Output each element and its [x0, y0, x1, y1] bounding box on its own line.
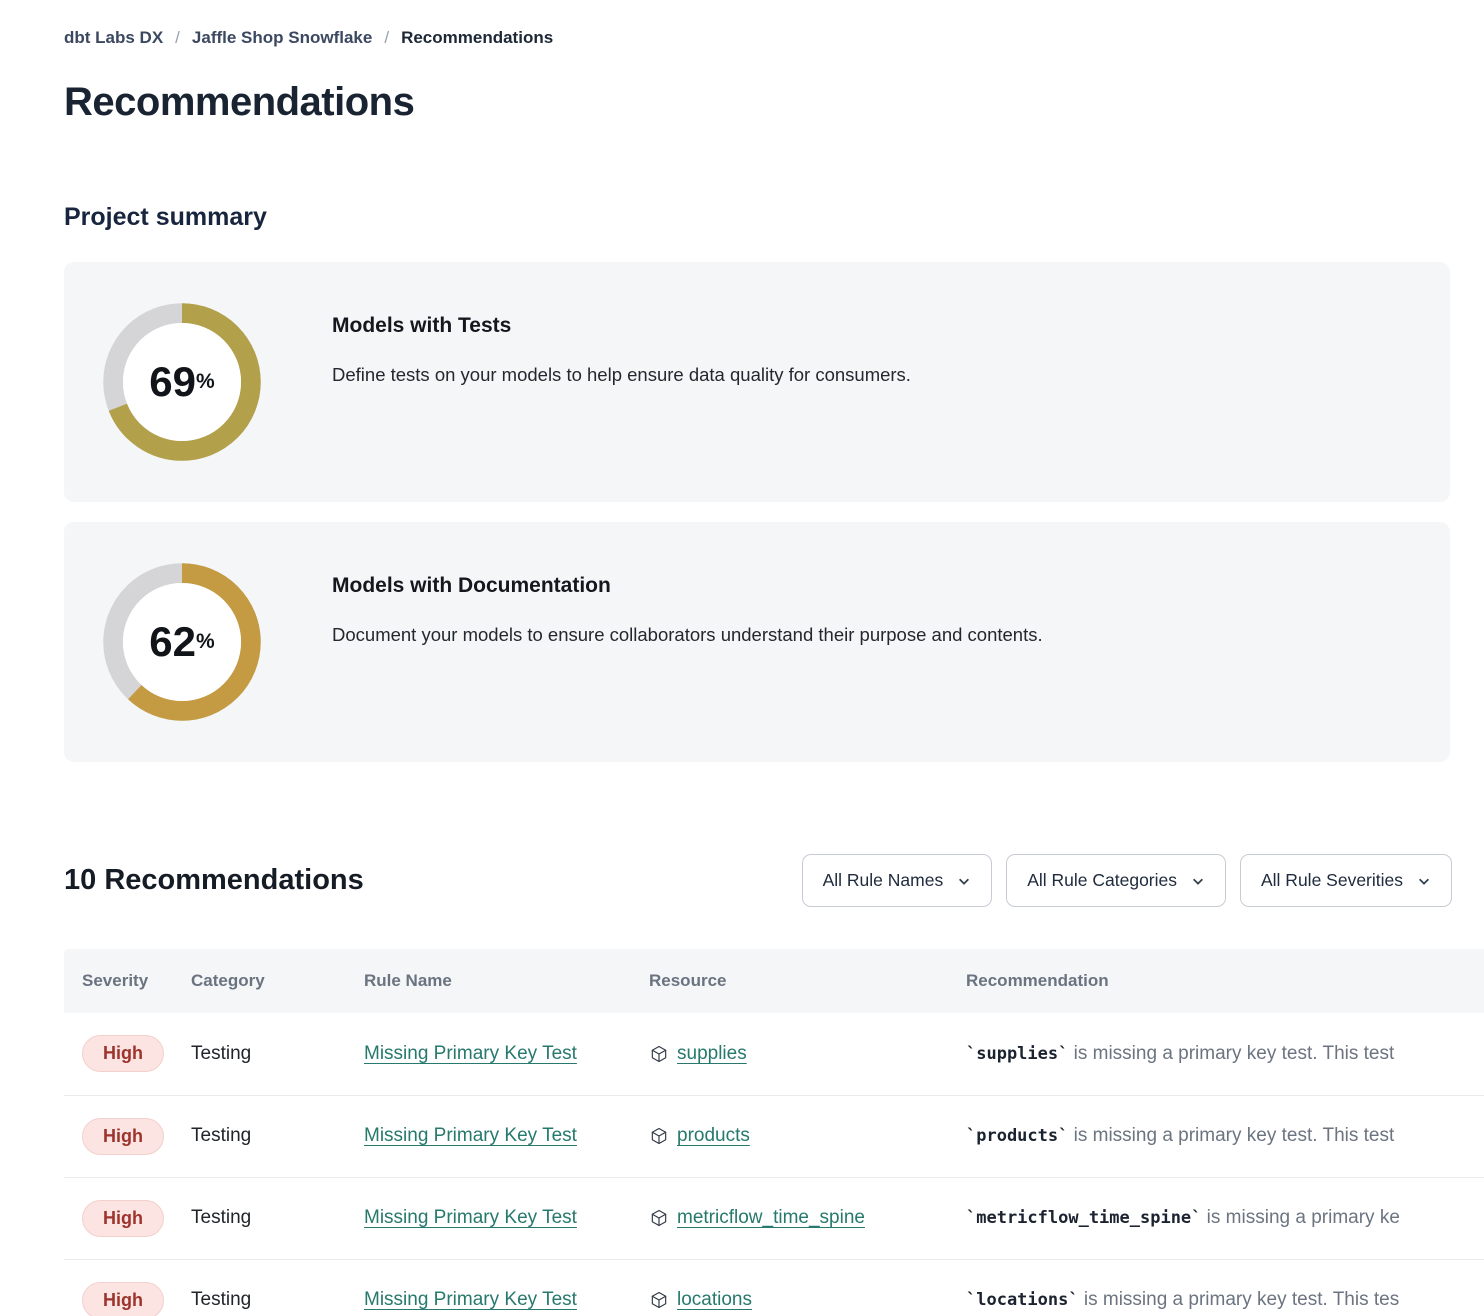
- donut-percent-sign: %: [196, 630, 215, 653]
- card-title: Models with Documentation: [332, 574, 611, 597]
- project-summary-heading: Project summary: [64, 203, 267, 231]
- resource-link[interactable]: metricflow_time_spine: [677, 1207, 865, 1228]
- table-header-row: Severity Category Rule Name Resource Rec…: [64, 949, 1484, 1013]
- column-header-category: Category: [191, 949, 364, 1013]
- donut-hole: [122, 322, 242, 442]
- rule-name-link[interactable]: Missing Primary Key Test: [364, 1125, 577, 1146]
- column-header-rule-name: Rule Name: [364, 949, 649, 1013]
- table-row: High Testing Missing Primary Key Test lo…: [64, 1259, 1484, 1316]
- chevron-down-icon: [1419, 878, 1429, 885]
- recommendation-code: `supplies`: [966, 1043, 1069, 1064]
- severity-badge: High: [82, 1199, 164, 1237]
- filter-rule-names-dropdown[interactable]: All Rule Names: [801, 854, 993, 907]
- filter-label: All Rule Severities: [1261, 870, 1403, 890]
- resource-link[interactable]: supplies: [677, 1042, 747, 1064]
- filter-rule-severities-dropdown[interactable]: All Rule Severities: [1240, 854, 1452, 907]
- donut-percent-value: 69: [149, 358, 197, 405]
- donut-hole: [122, 582, 242, 702]
- donut-chart-documentation: 62 %: [100, 560, 264, 724]
- card-title: Models with Tests: [332, 314, 512, 337]
- resource-link[interactable]: locations: [677, 1289, 752, 1311]
- filter-label: All Rule Categories: [1027, 870, 1177, 890]
- severity-badge: High: [82, 1117, 164, 1155]
- breadcrumb-item-project[interactable]: Jaffle Shop Snowflake: [191, 28, 373, 47]
- chevron-down-icon: [959, 878, 970, 885]
- donut-progress: [103, 303, 261, 461]
- column-header-recommendation: Recommendation: [966, 949, 1484, 1013]
- model-cube-icon: [651, 1127, 667, 1145]
- recommendation-code: `metricflow_time_spine`: [966, 1208, 1202, 1228]
- category-cell: Testing: [191, 1177, 364, 1260]
- donut-chart-tests: 69 %: [100, 300, 264, 464]
- column-header-severity: Severity: [64, 949, 191, 1013]
- category-cell: Testing: [191, 1013, 364, 1096]
- recommendation-text: is missing a primary key test. This test: [1068, 1125, 1395, 1146]
- summary-cards: 69 % Models with Tests Define tests on y…: [64, 262, 1450, 762]
- donut-percent-sign: %: [196, 370, 215, 393]
- model-cube-icon: [651, 1292, 667, 1309]
- recommendation-text: is missing a primary key test. This test: [1068, 1042, 1395, 1064]
- recommendation-code: `locations`: [966, 1290, 1079, 1311]
- page-title: Recommendations: [64, 80, 415, 124]
- severity-badge: High: [82, 1035, 164, 1073]
- donut-percent-value: 62: [149, 618, 197, 665]
- model-cube-icon: [651, 1209, 667, 1227]
- table-row: High Testing Missing Primary Key Test pr…: [64, 1095, 1484, 1178]
- card-description: Define tests on your models to help ensu…: [332, 364, 911, 385]
- column-header-resource: Resource: [649, 949, 966, 1013]
- chevron-down-icon: [1193, 878, 1203, 885]
- summary-card-models-with-documentation: 62 % Models with Documentation Document …: [64, 522, 1450, 762]
- breadcrumb: dbt Labs DX / Jaffle Shop Snowflake / Re…: [64, 28, 1484, 48]
- category-cell: Testing: [191, 1095, 364, 1178]
- breadcrumb-separator: /: [175, 28, 180, 47]
- recommendation-text: is missing a primary ke: [1201, 1207, 1400, 1228]
- filter-rule-categories-dropdown[interactable]: All Rule Categories: [1006, 854, 1226, 907]
- card-description: Document your models to ensure collabora…: [332, 624, 1043, 645]
- filters: All Rule Names All Rule Categories All R…: [801, 854, 1452, 907]
- filter-label: All Rule Names: [822, 870, 944, 890]
- breadcrumb-item-account[interactable]: dbt Labs DX: [64, 28, 164, 47]
- recommendations-table: Severity Category Rule Name Resource Rec…: [64, 949, 1484, 1316]
- table-row: High Testing Missing Primary Key Test su…: [64, 1013, 1484, 1096]
- summary-card-models-with-tests: 69 % Models with Tests Define tests on y…: [64, 262, 1450, 502]
- donut-progress: [103, 563, 261, 721]
- table-row: High Testing Missing Primary Key Test me…: [64, 1177, 1484, 1260]
- recommendation-code: `products`: [966, 1126, 1069, 1146]
- rule-name-link[interactable]: Missing Primary Key Test: [364, 1289, 577, 1311]
- recommendations-header: 10 Recommendations All Rule Names All Ru…: [64, 854, 1452, 907]
- resource-link[interactable]: products: [677, 1125, 750, 1146]
- rule-name-link[interactable]: Missing Primary Key Test: [364, 1042, 577, 1064]
- breadcrumb-item-current: Recommendations: [401, 28, 554, 47]
- severity-badge: High: [82, 1281, 164, 1316]
- recommendation-text: is missing a primary key test. This tes: [1078, 1289, 1400, 1311]
- category-cell: Testing: [191, 1289, 252, 1311]
- model-cube-icon: [651, 1045, 667, 1062]
- breadcrumb-separator: /: [384, 28, 390, 47]
- rule-name-link[interactable]: Missing Primary Key Test: [364, 1207, 577, 1228]
- recommendations-count-heading: 10 Recommendations: [64, 864, 364, 896]
